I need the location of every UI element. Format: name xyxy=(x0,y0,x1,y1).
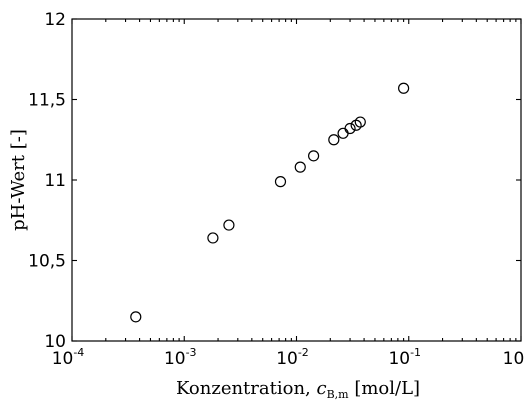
data-point xyxy=(130,311,142,323)
y-tick-labels: 10 10,5 11 11,5 12 xyxy=(28,10,66,352)
data-point xyxy=(354,116,366,128)
tick-marks xyxy=(71,18,522,342)
y-tick-label: 11,5 xyxy=(28,91,66,111)
data-point xyxy=(207,232,219,244)
plot-frame xyxy=(71,18,522,342)
data-point xyxy=(294,161,306,173)
y-tick-label: 11 xyxy=(44,171,66,191)
x-tick-labels: 10-4 10-3 10-2 10-1 100 xyxy=(52,346,525,369)
x-tick-label: 10-3 xyxy=(164,346,197,369)
x-tick-label: 10-4 xyxy=(52,346,85,369)
y-tick-label: 10,5 xyxy=(28,252,66,272)
data-point xyxy=(398,82,410,94)
x-tick-label: 10-2 xyxy=(276,346,309,369)
data-point xyxy=(307,150,320,162)
data-point xyxy=(274,176,287,188)
x-tick-label: 100 xyxy=(503,346,525,369)
data-point xyxy=(328,134,340,146)
y-tick-label: 12 xyxy=(44,10,66,30)
x-axis-label: Konzentration, cB,m [mol/L] xyxy=(176,378,420,401)
data-point xyxy=(344,122,356,135)
data-point xyxy=(337,127,349,139)
y-axis-label: pH-Wert [-] xyxy=(8,129,29,231)
x-tick-label: 10-1 xyxy=(388,346,421,369)
y-tick-label: 10 xyxy=(44,332,66,352)
data-point xyxy=(223,219,235,231)
data-points xyxy=(130,82,410,323)
